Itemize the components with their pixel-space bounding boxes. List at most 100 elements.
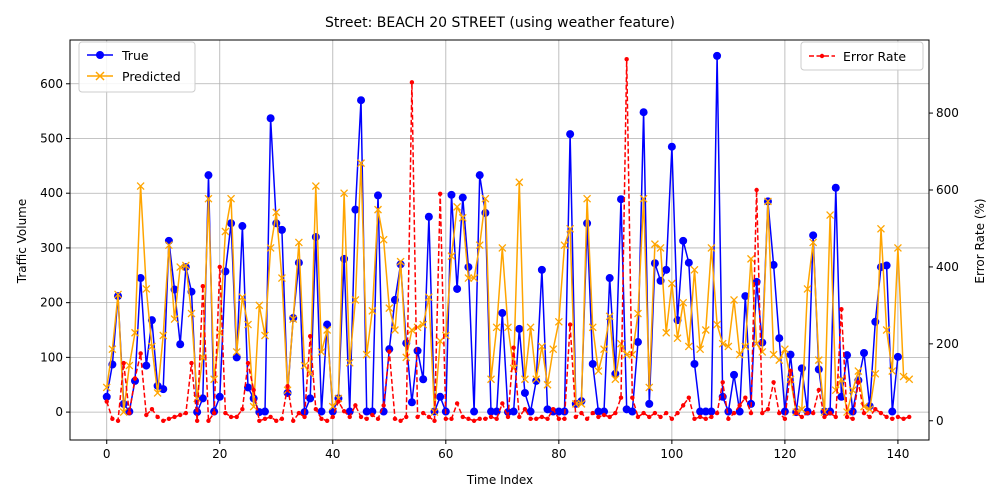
error-point — [873, 407, 878, 412]
error-point — [488, 414, 494, 420]
true-point — [684, 258, 693, 267]
error-point — [765, 407, 771, 412]
error-point — [483, 416, 488, 422]
predicted-point — [255, 301, 264, 310]
true-point — [662, 265, 671, 274]
error-point — [206, 418, 211, 423]
error-point — [714, 410, 720, 416]
true-point — [413, 346, 422, 355]
error-point — [517, 414, 522, 420]
error-point — [635, 414, 641, 420]
predicted-point — [390, 326, 399, 334]
true-point — [232, 353, 241, 362]
true-point — [215, 392, 224, 401]
y-axis-right: 0 200 400 600 800 — [929, 106, 959, 428]
predicted-point — [893, 243, 902, 252]
true-point — [809, 231, 818, 240]
error-point — [336, 399, 341, 404]
error-point — [844, 414, 850, 420]
chart-title: Street: BEACH 20 STREET (using weather f… — [325, 15, 675, 31]
error-point — [347, 414, 352, 420]
true-point — [532, 376, 541, 385]
predicted-point — [119, 408, 128, 417]
predicted-point — [679, 298, 688, 307]
predicted-point — [402, 353, 411, 362]
error-point — [680, 403, 686, 408]
error-point — [630, 395, 635, 400]
predicted-point — [492, 323, 501, 332]
predicted-point — [419, 320, 428, 329]
predicted-point — [650, 240, 659, 249]
error-point — [556, 416, 562, 422]
error-point — [511, 345, 516, 350]
predicted-point — [537, 342, 546, 351]
predicted-point — [667, 279, 676, 288]
predicted-point — [464, 274, 473, 282]
error-point — [291, 418, 296, 423]
error-point — [313, 407, 319, 412]
predicted-point — [594, 367, 603, 376]
true-point — [277, 225, 286, 234]
predicted-point — [611, 375, 620, 384]
error-point — [505, 414, 511, 420]
predicted-point — [458, 213, 467, 222]
error-point — [534, 416, 539, 422]
x-axis-label: Time Index — [466, 473, 533, 487]
y-tick-label: 0 — [55, 405, 63, 419]
predicted-point — [277, 274, 286, 282]
error-point — [387, 349, 392, 354]
error-point — [211, 410, 217, 416]
true-point — [696, 407, 705, 416]
true-point — [639, 108, 648, 117]
error-point — [415, 414, 420, 420]
predicted-point — [424, 293, 433, 302]
predicted-point — [159, 331, 168, 340]
error-point — [426, 414, 432, 420]
error-point — [494, 416, 499, 422]
true-point — [769, 260, 778, 269]
predicted-point — [368, 306, 377, 315]
predicted-point — [481, 194, 490, 203]
predicted-point — [763, 197, 772, 206]
error-point — [743, 395, 748, 400]
error-point — [319, 416, 324, 422]
predicted-point — [899, 372, 908, 381]
true-point — [645, 399, 654, 408]
predicted-point — [690, 265, 699, 274]
error-point — [268, 414, 273, 420]
error-point — [500, 401, 505, 406]
error-point — [155, 414, 160, 420]
error-point — [262, 416, 268, 422]
error-point — [709, 414, 714, 420]
y-axis-label: Traffic Volume — [15, 199, 29, 285]
true-point — [487, 407, 496, 416]
predicted-point — [814, 356, 823, 365]
series-predicted — [102, 159, 914, 417]
predicted-point — [882, 326, 891, 334]
error-point — [194, 418, 200, 423]
predicted-point — [617, 339, 625, 348]
true-point — [260, 407, 269, 416]
error-point — [449, 416, 454, 422]
error-point — [641, 410, 646, 416]
predicted-point — [820, 408, 829, 417]
predicted-point — [153, 388, 162, 397]
error-point — [658, 414, 663, 420]
predicted-point — [379, 235, 388, 244]
true-point — [735, 407, 744, 416]
error-point — [477, 416, 482, 422]
error-point — [895, 414, 901, 420]
predicted-point — [888, 367, 897, 376]
true-point — [848, 407, 857, 416]
error-point — [307, 333, 313, 339]
error-point — [392, 416, 398, 422]
predicted-point — [407, 326, 416, 334]
error-point — [618, 395, 624, 400]
predicted-point — [323, 326, 332, 334]
true-point — [600, 407, 609, 416]
predicted-point — [232, 347, 241, 356]
predicted-point — [340, 189, 349, 198]
y-axis-left: 0 100 200 300 400 500 600 — [40, 77, 70, 419]
predicted-point — [786, 375, 795, 384]
predicted-point — [656, 243, 665, 252]
